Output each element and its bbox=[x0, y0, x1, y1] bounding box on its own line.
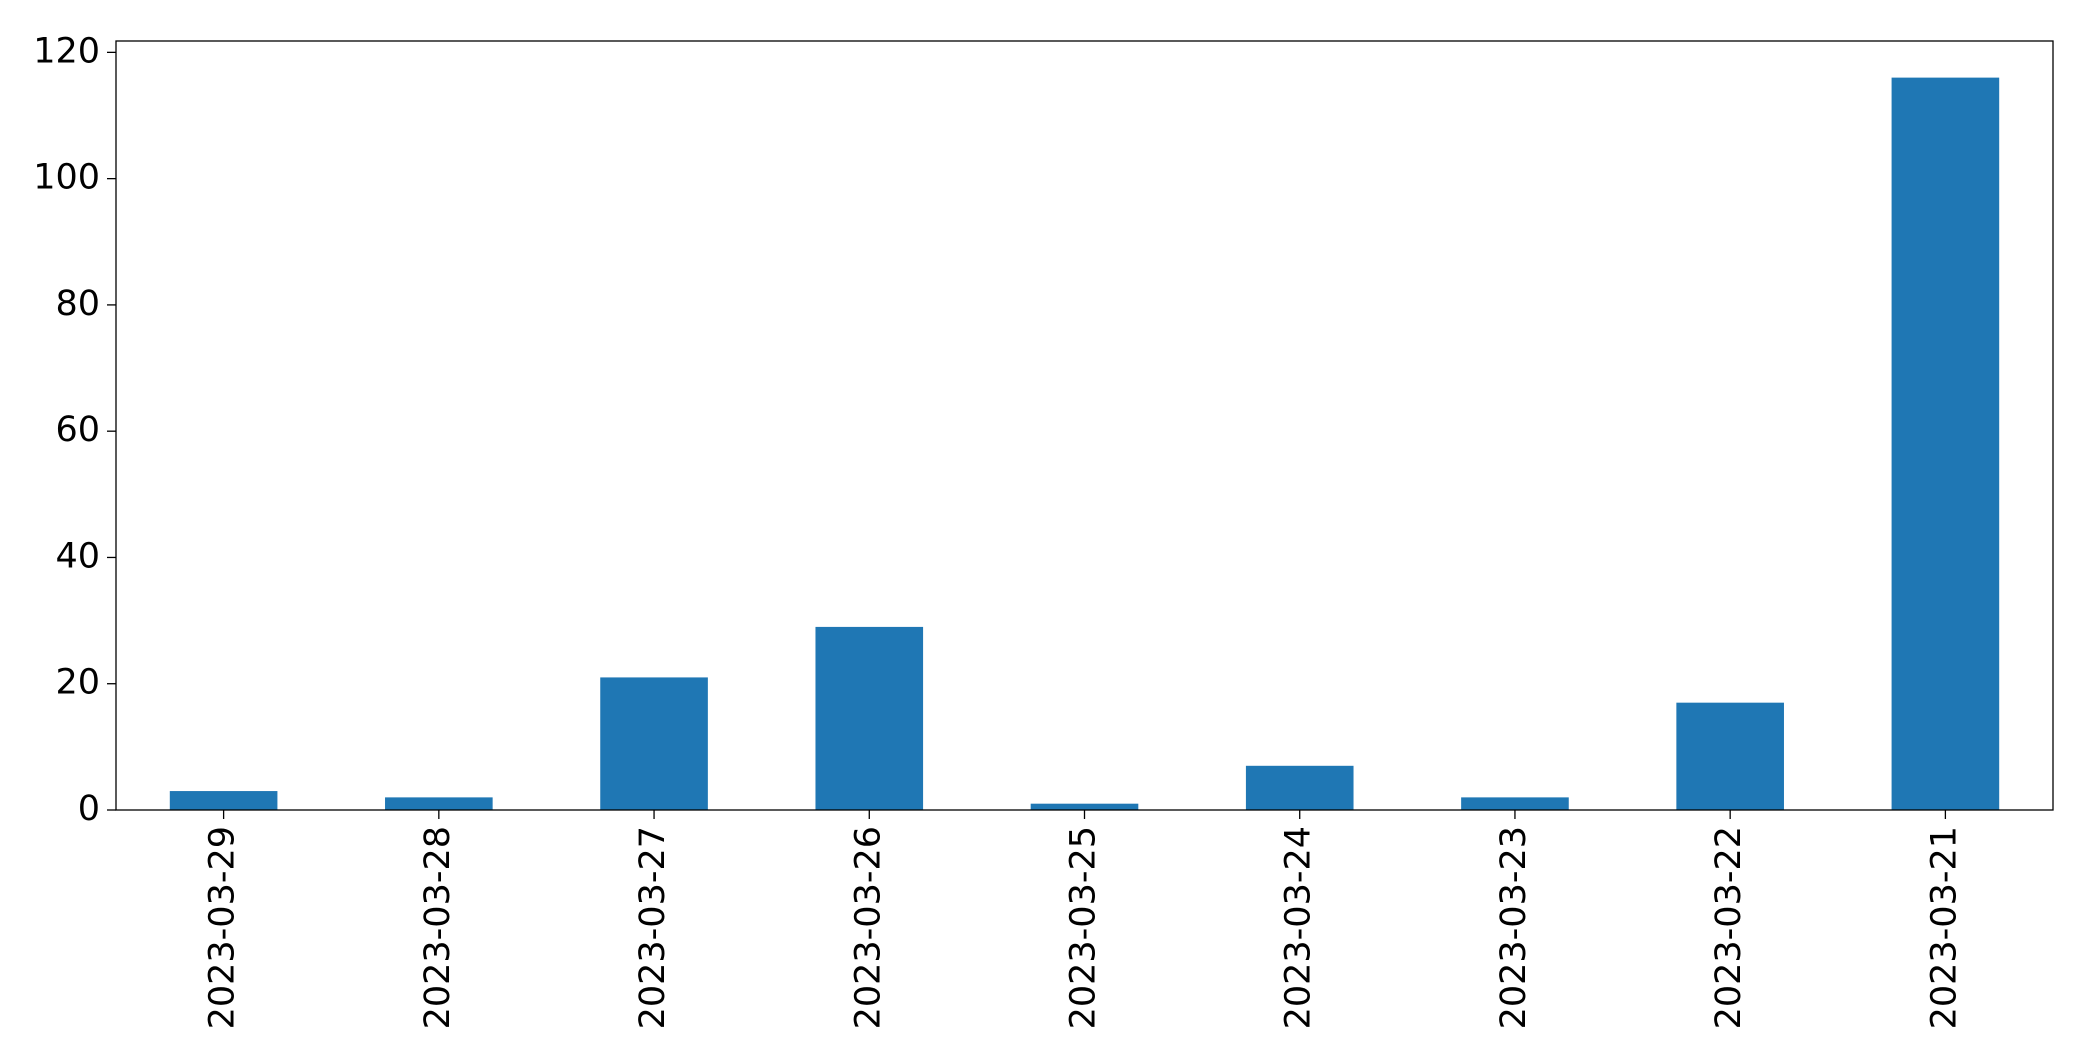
bar bbox=[1461, 797, 1569, 810]
bar bbox=[815, 626, 924, 810]
y-tick-label: 100 bbox=[33, 158, 100, 198]
x-tick-label: 2023-03-28 bbox=[418, 826, 458, 1029]
x-tick-label: 2023-03-25 bbox=[1064, 826, 1104, 1029]
x-tick-label: 2023-03-23 bbox=[1494, 826, 1534, 1029]
bar bbox=[1891, 77, 2000, 811]
x-tick-label: 2023-03-26 bbox=[848, 826, 888, 1029]
y-tick-label: 20 bbox=[55, 663, 100, 703]
x-tick-label: 2023-03-22 bbox=[1709, 826, 1749, 1029]
x-tick-label: 2023-03-27 bbox=[633, 826, 673, 1029]
plot-frame bbox=[115, 40, 2054, 811]
x-tick-label: 2023-03-29 bbox=[203, 826, 243, 1029]
bar bbox=[1676, 702, 1784, 810]
y-tick-label: 120 bbox=[33, 31, 100, 71]
y-tick-label: 40 bbox=[55, 536, 100, 576]
bar bbox=[385, 797, 493, 810]
x-tick-label: 2023-03-21 bbox=[1924, 826, 1964, 1029]
bar bbox=[169, 791, 278, 810]
x-tick-label: 2023-03-24 bbox=[1279, 826, 1319, 1029]
bar bbox=[600, 677, 708, 810]
bar bbox=[1030, 803, 1139, 810]
y-tick-label: 0 bbox=[78, 789, 100, 829]
bar bbox=[1245, 765, 1354, 810]
y-tick-label: 80 bbox=[55, 284, 100, 324]
y-tick-label: 60 bbox=[55, 410, 100, 450]
